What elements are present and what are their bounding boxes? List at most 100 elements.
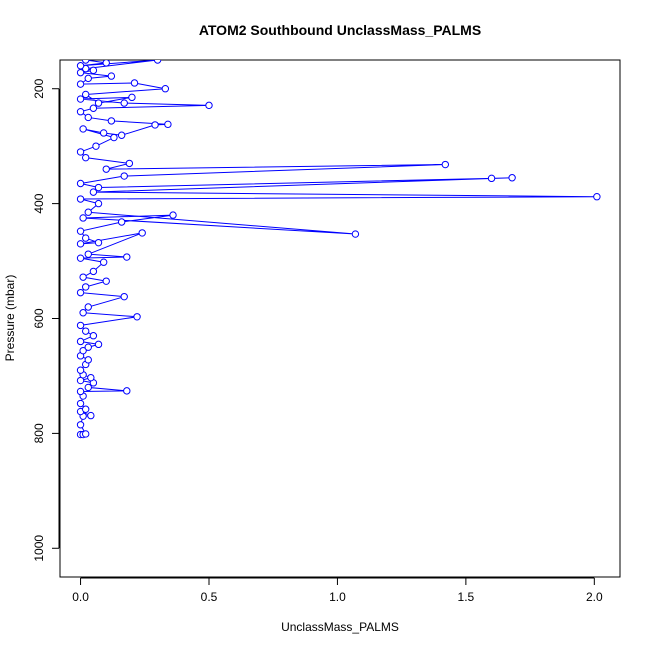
x-tick-label: 2.0	[586, 590, 603, 604]
data-point	[123, 387, 131, 395]
data-point	[76, 366, 85, 374]
y-axis-label: Pressure (mbar)	[3, 275, 17, 362]
data-point	[84, 343, 92, 351]
data-point	[102, 277, 110, 285]
y-axis: 200 400 600 800 1000	[32, 78, 60, 562]
data-point	[84, 303, 92, 311]
data-point	[120, 99, 128, 107]
data-point	[89, 332, 98, 340]
data-point	[169, 211, 177, 219]
data-point	[76, 179, 85, 188]
data-point	[81, 90, 90, 99]
data-point	[76, 62, 85, 70]
data-point	[81, 234, 90, 242]
data-point	[76, 80, 85, 88]
data-point	[161, 85, 170, 93]
data-point	[94, 340, 103, 349]
data-point	[76, 195, 85, 203]
x-tick-label: 0.5	[201, 590, 218, 604]
data-point	[84, 113, 92, 122]
data-point	[133, 313, 141, 321]
data-point	[76, 95, 85, 103]
data-point	[76, 421, 85, 429]
data-point	[76, 68, 85, 77]
data-point	[120, 172, 128, 180]
data-point	[102, 60, 110, 67]
data-point	[79, 273, 87, 281]
data-point	[94, 238, 103, 247]
data-point	[81, 430, 90, 438]
data-point	[76, 337, 85, 346]
data-point	[138, 229, 146, 237]
data-point	[84, 356, 92, 364]
data-point	[76, 288, 85, 297]
data-point	[87, 373, 95, 382]
x-tick-label: 1.5	[458, 590, 475, 604]
data-point	[205, 101, 213, 110]
data-point	[123, 253, 131, 261]
x-axis: 0.0 0.5 1.0 1.5 2.0	[72, 577, 603, 604]
data-point	[94, 183, 103, 192]
data-point	[92, 142, 100, 150]
data-point	[89, 188, 98, 196]
data-point	[84, 250, 92, 258]
data-point	[76, 399, 85, 408]
data-point	[99, 129, 108, 137]
y-tick-label: 600	[32, 308, 46, 328]
data-point	[128, 93, 136, 102]
y-tick-label: 400	[32, 193, 46, 213]
data-point	[164, 120, 172, 129]
x-tick-label: 0.0	[72, 590, 89, 604]
data-point	[79, 346, 87, 355]
data-point	[120, 292, 128, 301]
data-point	[79, 309, 87, 317]
data-point	[76, 108, 85, 116]
data-point	[125, 159, 134, 168]
data-point	[110, 133, 118, 142]
data-point	[89, 104, 98, 112]
plot-frame	[59, 59, 621, 578]
data-point	[81, 405, 90, 413]
series-line	[78, 60, 597, 436]
x-axis-label: UnclassMass_PALMS	[281, 620, 399, 634]
y-tick-label: 800	[32, 423, 46, 443]
data-point	[89, 267, 98, 276]
y-tick-label: 200	[32, 78, 46, 98]
data-point	[81, 327, 90, 335]
data-point	[351, 230, 360, 238]
data-point	[153, 60, 162, 64]
data-point	[81, 60, 90, 64]
data-point	[81, 153, 90, 162]
data-point	[76, 227, 85, 235]
data-point	[94, 99, 103, 107]
plot-area	[76, 60, 601, 439]
x-tick-label: 1.0	[329, 590, 346, 604]
data-point	[487, 174, 496, 183]
chart-title: ATOM2 Southbound UnclassMass_PALMS	[199, 22, 481, 38]
data-point	[99, 258, 108, 266]
data-point	[89, 66, 98, 75]
data-point	[107, 72, 116, 80]
data-point	[130, 79, 139, 87]
data-point	[117, 131, 126, 139]
data-point	[76, 240, 85, 248]
data-point	[593, 193, 601, 201]
data-point	[84, 74, 92, 83]
data-point	[94, 199, 103, 208]
data-point	[76, 387, 85, 396]
data-point	[117, 218, 126, 226]
data-point	[79, 214, 87, 222]
data-point	[76, 321, 85, 330]
data-point	[508, 174, 516, 182]
data-point	[84, 208, 92, 216]
data-point	[81, 283, 90, 291]
data-point	[151, 121, 159, 129]
data-point	[87, 411, 95, 420]
y-tick-label: 1000	[32, 535, 46, 562]
data-point	[76, 148, 85, 156]
data-point	[441, 160, 450, 169]
data-point	[84, 383, 92, 392]
data-point	[102, 165, 110, 173]
data-point	[79, 125, 87, 133]
